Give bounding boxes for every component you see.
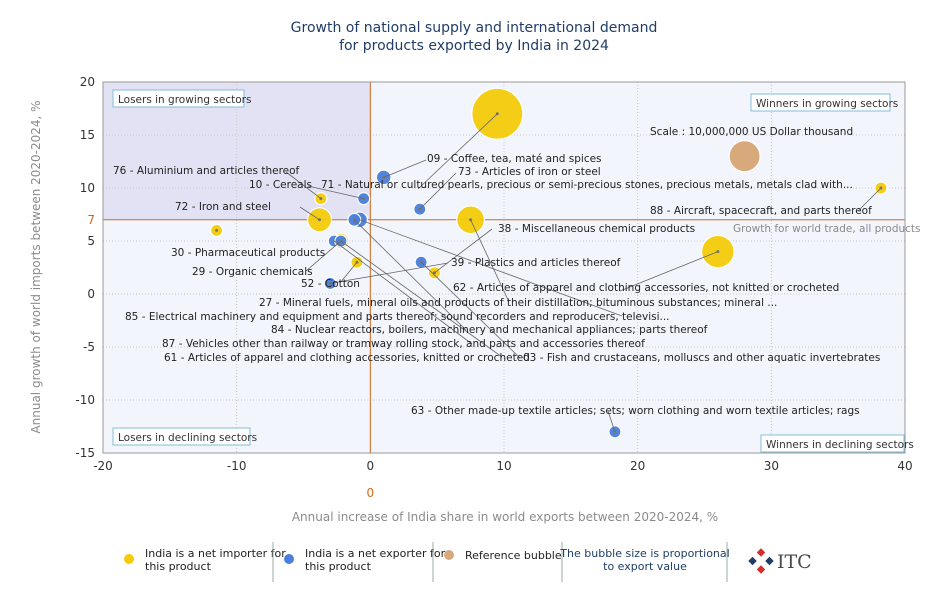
- legend-reference-label: Reference bubble: [465, 549, 562, 562]
- x-tick-label: 40: [897, 459, 912, 473]
- leader-09: [383, 159, 427, 178]
- legend: India is a net importer for this product…: [124, 542, 812, 582]
- legend-exporter-line2: this product: [305, 560, 372, 573]
- y-tick-label: 20: [80, 75, 95, 89]
- reference-y-label: 7: [87, 213, 95, 227]
- leader-27: [470, 219, 510, 303]
- label-87: 87 - Vehicles other than railway or tram…: [162, 338, 645, 350]
- y-tick-label: -10: [75, 393, 95, 407]
- label-71: 71 - Natural or cultured pearls, preciou…: [321, 179, 853, 191]
- label-03: 03 - Fish and crustaceans, molluscs and …: [523, 352, 880, 364]
- x-tick-label: 20: [630, 459, 645, 473]
- leader-71: [417, 113, 498, 190]
- quadrant-top-right-box: [750, 93, 891, 112]
- quadrant-bottom-left-label: Losers in declining sectors: [118, 432, 257, 444]
- quadrant-top-left-box: [112, 89, 245, 108]
- leader-85: [359, 219, 623, 317]
- leader-87: [334, 240, 473, 345]
- legend-reference-marker: [444, 550, 454, 560]
- leader-72: [299, 206, 320, 221]
- x-tick-label: 30: [764, 459, 779, 473]
- quadrant-bottom-right-label: Winners in declining sectors: [766, 439, 914, 451]
- label-27: 27 - Mineral fuels, mineral oils and pro…: [259, 297, 777, 309]
- x-tick-label: -10: [227, 459, 247, 473]
- leader-38: [434, 228, 493, 274]
- leader-39: [330, 262, 449, 284]
- y-axis-title: Annual growth of world imports between 2…: [29, 100, 43, 433]
- itc-logo-text: ITC: [777, 551, 812, 573]
- legend-exporter-line1: India is a net exporter for: [305, 547, 446, 560]
- reference-bubble: [728, 140, 761, 173]
- label-61: 61 - Articles of apparel and clothing ac…: [164, 352, 530, 364]
- label-73: 73 - Articles of iron or steel: [458, 166, 601, 178]
- label-88: 88 - Aircraft, spacecraft, and parts the…: [650, 205, 872, 217]
- leader-76: [285, 171, 322, 199]
- leader-84: [354, 219, 467, 331]
- label-30: 30 - Pharmaceutical products: [171, 247, 325, 259]
- reference-x-label: 0: [367, 486, 375, 500]
- leader-61: [340, 240, 503, 358]
- quadrant-top-right-label: Winners in growing sectors: [756, 98, 898, 110]
- legend-size-note-line2: to export value: [603, 560, 687, 573]
- legend-exporter-marker: [284, 554, 294, 564]
- legend-size-note-line1: The bubble size is proportional: [559, 547, 729, 560]
- leader-73: [419, 172, 457, 210]
- y-tick-label: 15: [80, 128, 95, 142]
- y-tick-label: 0: [87, 287, 95, 301]
- label-72: 72 - Iron and steel: [175, 201, 271, 213]
- quadrant-bottom-left-box: [112, 427, 251, 446]
- world-growth-label: Growth for world trade, all products: [733, 223, 921, 235]
- label-84: 84 - Nuclear reactors, boilers, machiner…: [271, 324, 708, 336]
- x-tick-label: -20: [93, 459, 113, 473]
- leader-52: [339, 261, 358, 284]
- y-tick-label: -5: [83, 340, 95, 354]
- chart-title-line2: for products exported by India in 2024: [339, 38, 609, 54]
- y-tick-label: -15: [75, 446, 95, 460]
- leader-62: [619, 251, 719, 292]
- leader-88: [857, 187, 882, 212]
- legend-importer-line2: this product: [145, 560, 212, 573]
- y-tick-label: 10: [80, 181, 95, 195]
- label-39: 39 - Plastics and articles thereof: [451, 257, 621, 269]
- label-76: 76 - Aluminium and articles thereof: [113, 165, 300, 177]
- leader-03: [420, 261, 521, 359]
- label-29: 29 - Organic chemicals: [192, 266, 313, 278]
- label-52: 52 - Cotton: [301, 278, 360, 290]
- leader-29: [305, 240, 342, 272]
- x-tick-label: 10: [496, 459, 511, 473]
- label-38: 38 - Miscellaneous chemical products: [498, 223, 695, 235]
- scale-label: Scale : 10,000,000 US Dollar thousand: [650, 126, 853, 138]
- leader-10: [307, 185, 364, 199]
- chart-title-line1: Growth of national supply and internatio…: [291, 20, 658, 36]
- legend-importer-line1: India is a net importer for: [145, 547, 286, 560]
- x-axis-title: Annual increase of India share in world …: [292, 510, 718, 524]
- label-09: 09 - Coffee, tea, maté and spices: [427, 153, 602, 165]
- itc-logo-icon: [748, 548, 774, 574]
- label-63: 63 - Other made-up textile articles; set…: [411, 405, 860, 417]
- label-10: 10 - Cereals: [249, 179, 312, 191]
- label-85: 85 - Electrical machinery and equipment …: [125, 311, 670, 323]
- legend-importer-marker: [124, 554, 134, 564]
- bubble-center-30: [215, 228, 219, 232]
- plot-frame: [102, 81, 906, 454]
- quadrant-top-left-label: Losers in growing sectors: [118, 94, 251, 106]
- quadrant-bottom-right-box: [760, 434, 905, 453]
- label-62: 62 - Articles of apparel and clothing ac…: [453, 282, 839, 294]
- leader-63: [607, 410, 616, 432]
- x-tick-label: 0: [367, 459, 375, 473]
- y-tick-label: 5: [87, 234, 95, 248]
